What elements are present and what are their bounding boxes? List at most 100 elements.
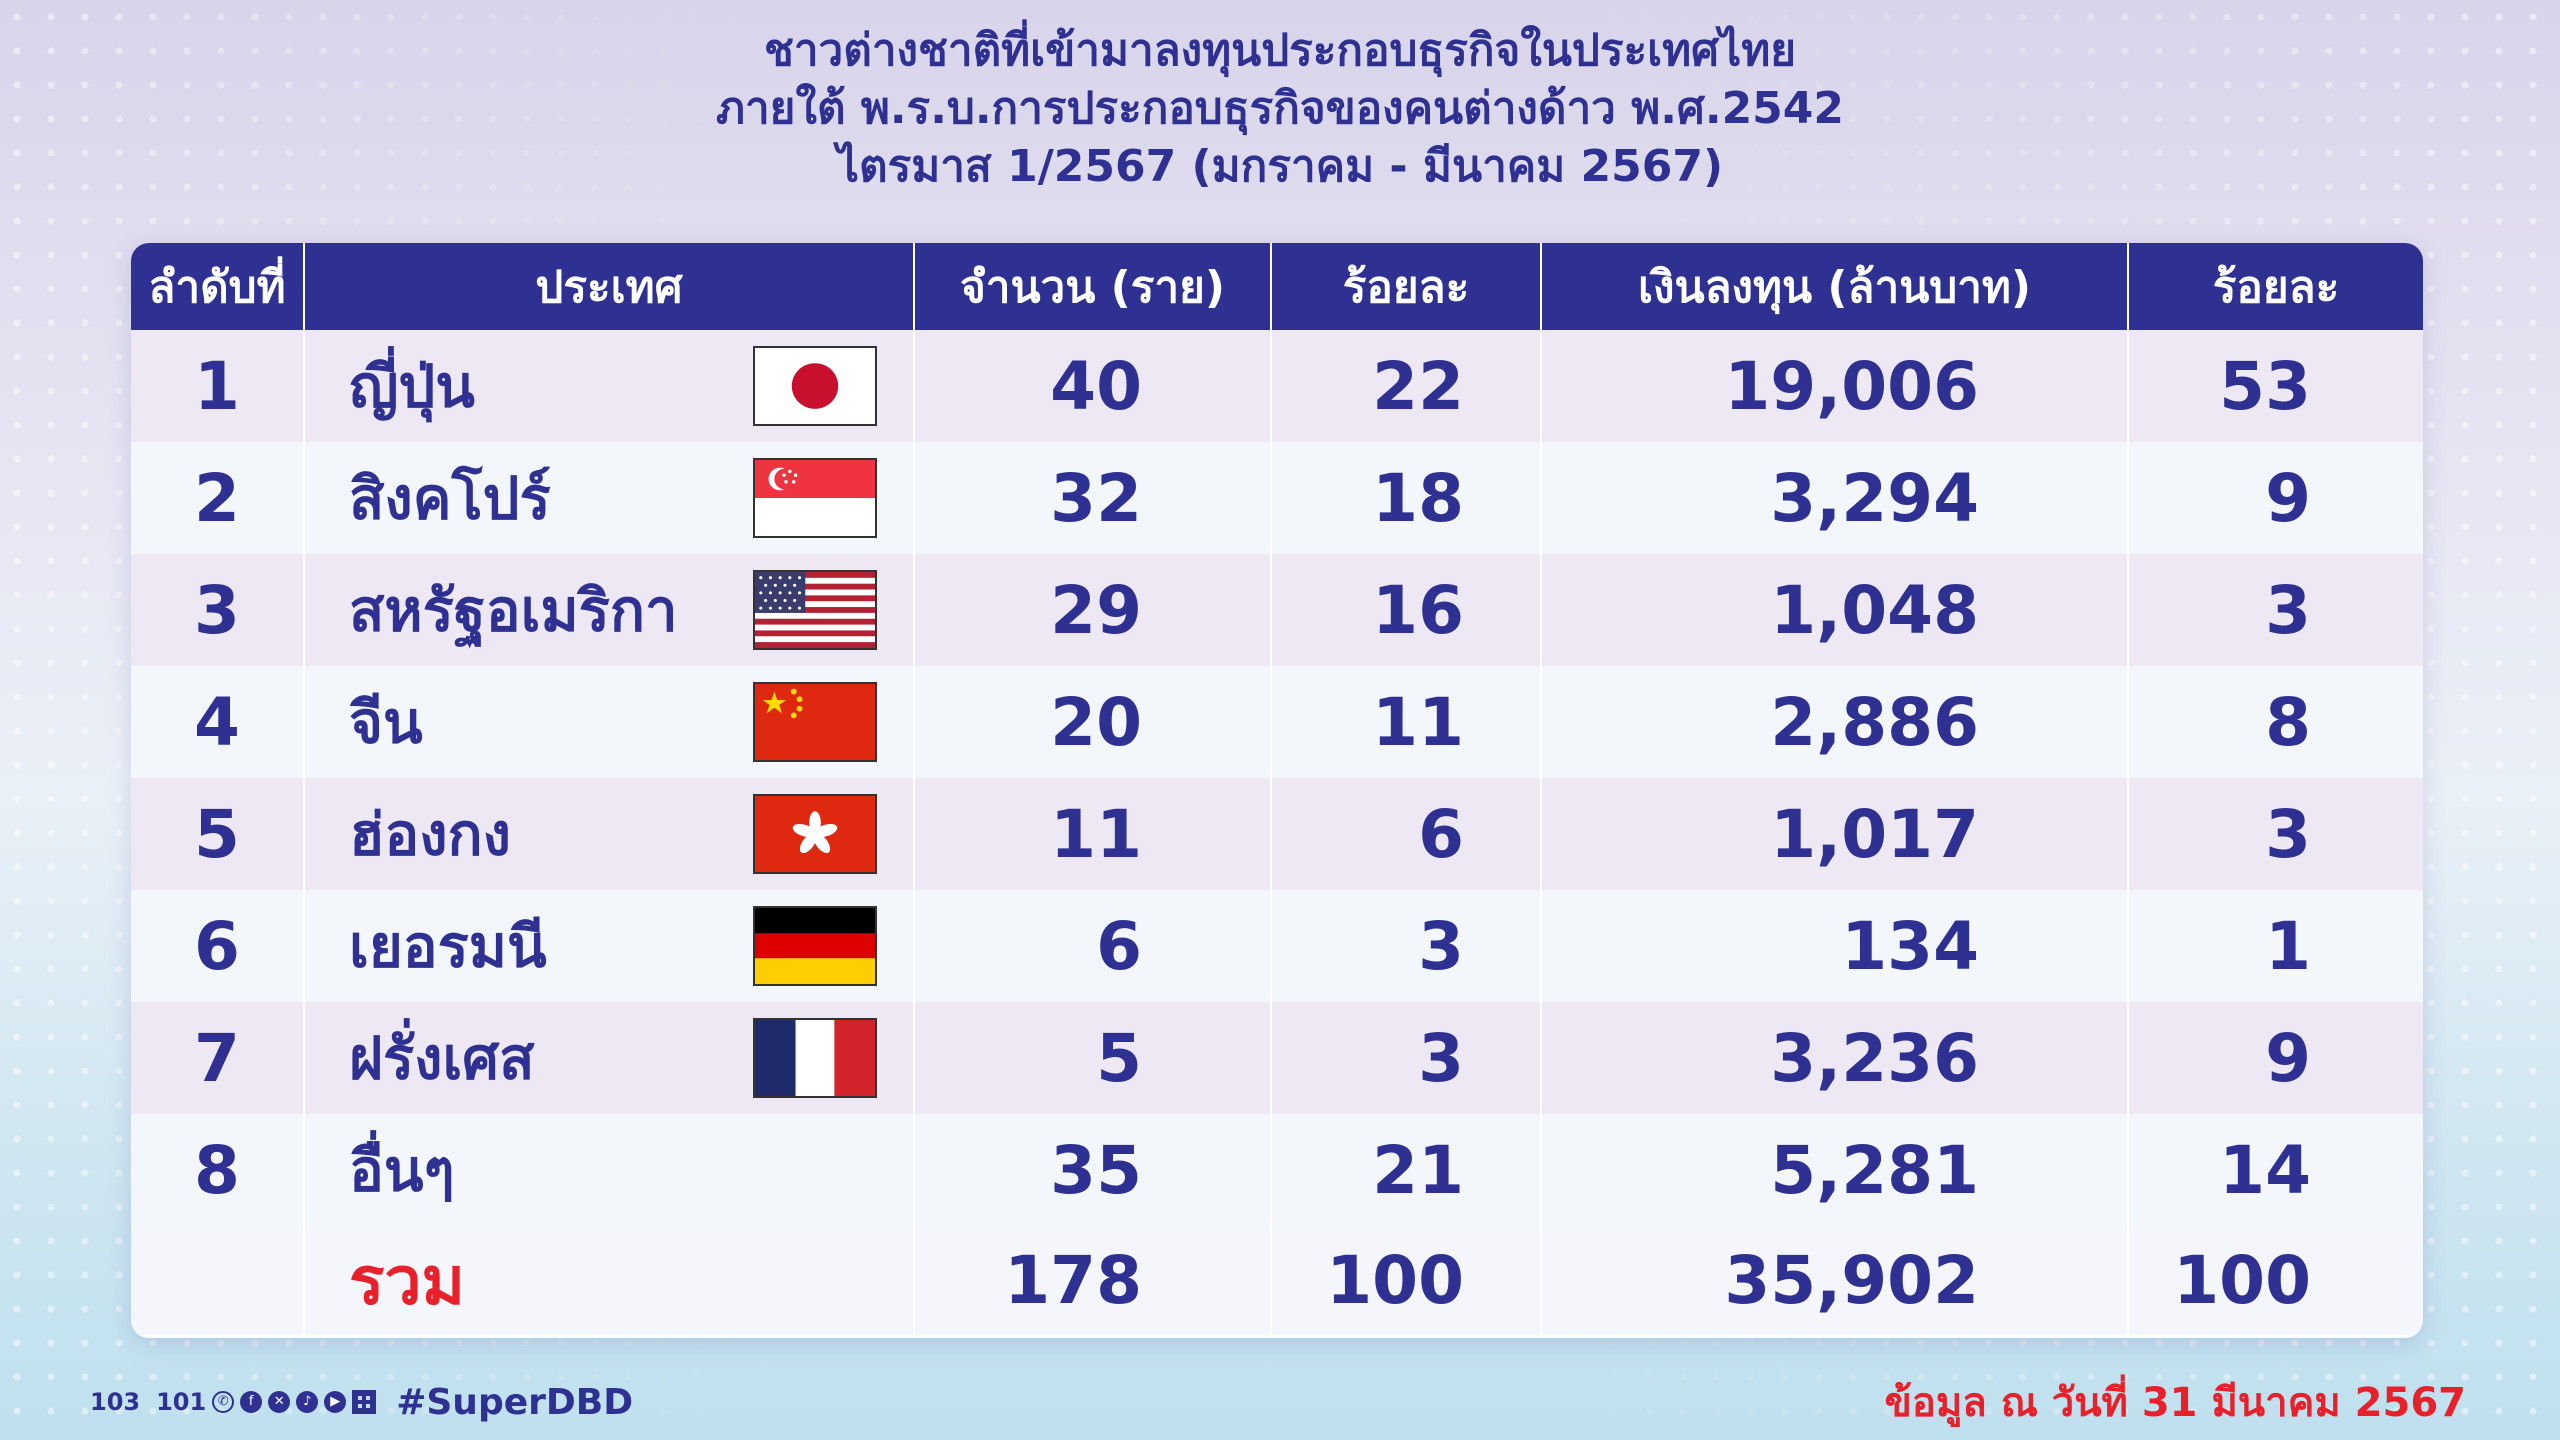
count-cell: 29: [914, 554, 1272, 666]
country-name: ฮ่องกง: [349, 800, 511, 869]
header-investment: เงินลงทุน (ล้านบาท): [1541, 243, 2129, 330]
country-cell: ฮ่องกง: [304, 778, 915, 890]
hashtag: #SuperDBD: [396, 1381, 634, 1423]
count-percent-cell: 11: [1271, 666, 1542, 778]
country-name: สิงคโปร์: [349, 464, 551, 533]
count-percent-cell: 3: [1271, 890, 1542, 1002]
rank-cell: 4: [131, 666, 305, 778]
rank-cell: 7: [131, 1002, 305, 1114]
rank-cell: 1: [131, 330, 305, 442]
count-percent-cell: 16: [1271, 554, 1542, 666]
country-cell: สหรัฐอเมริกา: [304, 554, 915, 666]
investment-percent-cell: 1: [2128, 890, 2423, 1002]
count-percent-cell: 21: [1271, 1114, 1542, 1226]
x-icon[interactable]: ✕: [268, 1391, 291, 1413]
country-cell: อื่นๆ: [304, 1114, 915, 1226]
table-row: 6 เยอรมนี 6 3 134 1: [131, 890, 2423, 1002]
qr-code-icon[interactable]: [352, 1390, 377, 1414]
investment-cell: 3,294: [1541, 442, 2129, 554]
rank-cell: 3: [131, 554, 305, 666]
investment-percent-cell: 8: [2128, 666, 2423, 778]
investment-percent-cell: 53: [2128, 330, 2423, 442]
data-date-note: ข้อมูล ณ วันที่ 31 มีนาคม 2567: [1884, 1380, 2466, 1426]
investment-cell: 1,048: [1541, 554, 2129, 666]
investment-percent-cell: 9: [2128, 442, 2423, 554]
total-row: รวม 178 100 35,902 100: [131, 1226, 2423, 1335]
count-percent-cell: 3: [1271, 1002, 1542, 1114]
investment-table: ลำดับที่ ประเทศ จำนวน (ราย) ร้อยละ เงินล…: [131, 243, 2423, 1338]
japan-flag-icon: [753, 346, 877, 426]
header-rank: ลำดับที่: [131, 243, 305, 330]
investment-percent-cell: 9: [2128, 1002, 2423, 1114]
country-name: จีน: [349, 688, 423, 757]
singapore-flag-icon: [753, 458, 877, 538]
country-cell: เยอรมนี: [304, 890, 915, 1002]
title-line-2: ภายใต้ พ.ร.บ.การประกอบธุรกิจของคนต่างด้า…: [715, 83, 1845, 134]
total-investment-percent-cell: 100: [2128, 1226, 2423, 1335]
investment-cell: 134: [1541, 890, 2129, 1002]
china-flag-icon: [753, 682, 877, 762]
investment-percent-cell: 3: [2128, 778, 2423, 890]
usa-flag-icon: [753, 570, 877, 650]
rank-cell: 2: [131, 442, 305, 554]
country-cell: ญี่ปุ่น: [304, 330, 915, 442]
header-count-percent: ร้อยละ: [1271, 243, 1542, 330]
phone-icon[interactable]: ✆: [212, 1391, 235, 1413]
count-cell: 40: [914, 330, 1272, 442]
count-cell: 6: [914, 890, 1272, 1002]
youtube-icon[interactable]: ▶: [324, 1391, 347, 1413]
count-cell: 5: [914, 1002, 1272, 1114]
table-row: 2 สิงคโปร์ 32 18 3,294 9: [131, 442, 2423, 554]
rank-cell: 5: [131, 778, 305, 890]
title-line-3: ไตรมาส 1/2567 (มกราคม - มีนาคม 2567): [836, 141, 1724, 192]
investment-cell: 2,886: [1541, 666, 2129, 778]
country-name: ญี่ปุ่น: [349, 352, 475, 421]
facebook-icon[interactable]: f: [240, 1391, 263, 1413]
total-rank-cell: [131, 1226, 305, 1335]
page-title: ชาวต่างชาติที่เข้ามาลงทุนประกอบธุรกิจในป…: [0, 22, 2560, 196]
count-cell: 35: [914, 1114, 1272, 1226]
country-name: สหรัฐอเมริกา: [349, 576, 678, 645]
count-cell: 20: [914, 666, 1272, 778]
header-country: ประเทศ: [304, 243, 915, 330]
total-label: รวม: [349, 1242, 466, 1319]
anniversary-logo-103: 103: [90, 1388, 141, 1416]
country-cell: ฝรั่งเศส: [304, 1002, 915, 1114]
investment-percent-cell: 3: [2128, 554, 2423, 666]
total-count-cell: 178: [914, 1226, 1272, 1335]
country-name: ฝรั่งเศส: [349, 1024, 535, 1093]
table-row: 5 ฮ่องกง 11 6: [131, 778, 2423, 890]
header-investment-percent: ร้อยละ: [2128, 243, 2423, 330]
count-percent-cell: 22: [1271, 330, 1542, 442]
investment-cell: 1,017: [1541, 778, 2129, 890]
total-label-cell: รวม: [304, 1226, 915, 1335]
investment-cell: 5,281: [1541, 1114, 2129, 1226]
table-row: 8 อื่นๆ 35 21 5,281 14: [131, 1114, 2423, 1226]
country-cell: จีน: [304, 666, 915, 778]
total-investment-cell: 35,902: [1541, 1226, 2129, 1335]
tiktok-icon[interactable]: ♪: [296, 1391, 319, 1413]
hong-kong-flag-icon: [753, 794, 877, 874]
table-row: 7 ฝรั่งเศส 5 3 3,236 9: [131, 1002, 2423, 1114]
germany-flag-icon: [753, 906, 877, 986]
investment-cell: 3,236: [1541, 1002, 2129, 1114]
title-line-1: ชาวต่างชาติที่เข้ามาลงทุนประกอบธุรกิจในป…: [763, 25, 1796, 76]
table-row: 3 สหรัฐอเมริกา: [131, 554, 2423, 666]
total-count-percent-cell: 100: [1271, 1226, 1542, 1335]
table-row: 1 ญี่ปุ่น 40 22 19,006 53: [131, 330, 2423, 442]
country-cell: สิงคโปร์: [304, 442, 915, 554]
count-cell: 32: [914, 442, 1272, 554]
header-count: จำนวน (ราย): [914, 243, 1272, 330]
france-flag-icon: [753, 1018, 877, 1098]
count-percent-cell: 6: [1271, 778, 1542, 890]
table-header-row: ลำดับที่ ประเทศ จำนวน (ราย) ร้อยละ เงินล…: [131, 243, 2423, 330]
table-row: 4 จีน 20 11 2,886 8: [131, 666, 2423, 778]
count-percent-cell: 18: [1271, 442, 1542, 554]
country-name: อื่นๆ: [349, 1136, 455, 1205]
rank-cell: 6: [131, 890, 305, 1002]
footer-logos: 103 101 ✆ f ✕ ♪ ▶ #SuperDBD: [90, 1380, 633, 1424]
investment-percent-cell: 14: [2128, 1114, 2423, 1226]
country-name: เยอรมนี: [349, 912, 547, 981]
rank-cell: 8: [131, 1114, 305, 1226]
anniversary-logo-101: 101: [156, 1388, 207, 1416]
